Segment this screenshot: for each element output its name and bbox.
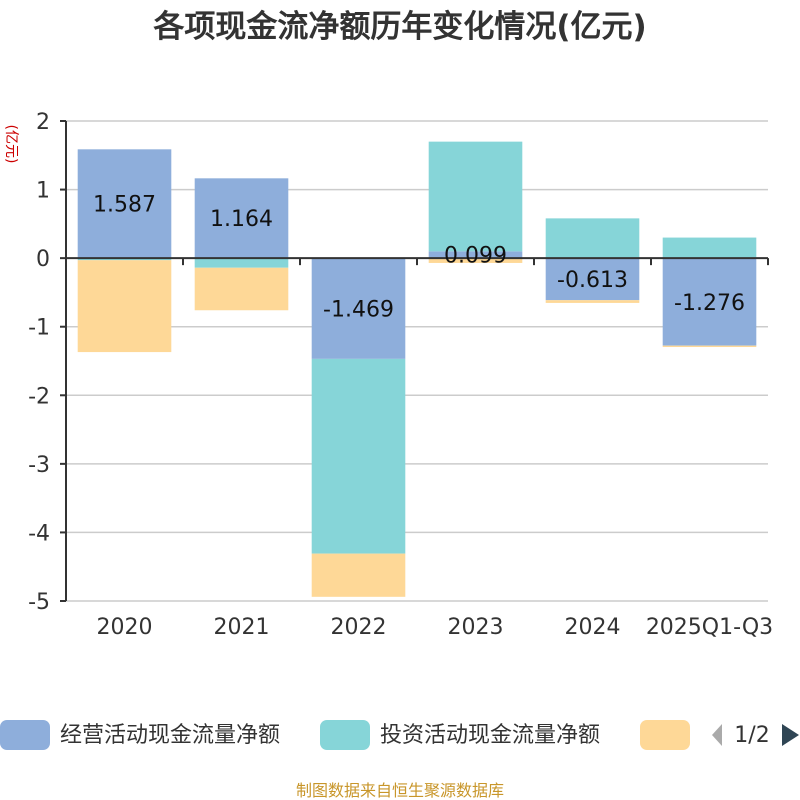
y-axis-unit-label: (亿元) [3,125,19,164]
bar-investing-2024[interactable] [545,218,640,259]
bar-operating-2020[interactable] [77,149,172,259]
y-tick-label: -2 [28,384,50,409]
legend-swatch [320,720,370,750]
bar-financing-2021[interactable] [194,267,289,311]
legend-page-indicator: 1/2 [734,723,769,748]
x-tick-label: 2022 [331,615,387,640]
y-tick-label: -3 [28,453,50,478]
bar-investing-2023[interactable] [428,141,523,252]
legend-item-operating[interactable]: 经营活动现金流量净额 [0,720,280,750]
x-tick-label: 2023 [448,615,504,640]
x-tick-label: 2024 [565,615,621,640]
bar-financing-2022[interactable] [311,553,406,597]
data-label-operating: 1.587 [93,193,156,218]
bar-investing-2020[interactable] [77,258,172,261]
y-tick-label: -1 [28,316,50,341]
axes [60,120,769,602]
bar-financing-2023[interactable] [428,258,523,263]
bar-operating-2023[interactable] [428,251,523,259]
y-tick-label: 0 [36,247,50,272]
legend: 经营活动现金流量净额 投资活动现金流量净额 [0,720,690,750]
bar-financing-2025Q1-Q3[interactable] [662,345,757,348]
bar-financing-2024[interactable] [545,300,640,303]
y-tick-label: 1 [36,179,50,204]
data-label-operating: -1.469 [323,298,394,323]
bar-financing-2020[interactable] [77,260,172,353]
bar-operating-2021[interactable] [194,178,289,259]
data-labels: 1.587 1.164 -1.469 0.099 -0.613 -1.276 [93,193,745,323]
y-tick-label: 2 [36,110,50,135]
bar-operating-2022[interactable] [311,258,406,359]
data-label-operating: 1.164 [210,207,273,232]
legend-swatch [640,720,690,750]
legend-next-icon[interactable] [782,724,799,746]
legend-swatch [0,720,50,750]
legend-item-financing[interactable] [640,720,690,750]
data-source-note: 制图数据来自恒生聚源数据库 [296,781,504,800]
x-tick-label: 2025Q1-Q3 [646,615,773,640]
legend-label: 经营活动现金流量净额 [60,723,280,748]
chart-title: 各项现金流净额历年变化情况(亿元) [152,9,646,45]
bar-investing-2025Q1-Q3[interactable] [662,237,757,259]
bar-investing-2022[interactable] [311,358,406,554]
legend-pager: 1/2 [712,723,799,748]
x-tick-label: 2021 [214,615,270,640]
y-tick-label: -5 [28,590,50,615]
data-label-operating: -1.276 [674,291,745,316]
bar-investing-2021[interactable] [194,258,289,268]
legend-item-investing[interactable]: 投资活动现金流量净额 [320,720,600,750]
bar-operating-2024[interactable] [545,258,640,301]
x-tick-labels: 2020 2021 2022 2023 2024 2025Q1-Q3 [97,615,774,640]
bar-operating-2025Q1-Q3[interactable] [662,258,757,346]
gridlines [66,120,768,602]
legend-label: 投资活动现金流量净额 [380,723,600,748]
y-tick-labels: 2 1 0 -1 -2 -3 -4 -5 [28,110,50,615]
bars [77,141,757,597]
data-label-operating: -0.613 [557,268,628,293]
data-label-operating: 0.099 [444,244,507,269]
y-tick-label: -4 [28,521,50,546]
x-tick-label: 2020 [97,615,153,640]
legend-prev-icon[interactable] [712,724,722,746]
